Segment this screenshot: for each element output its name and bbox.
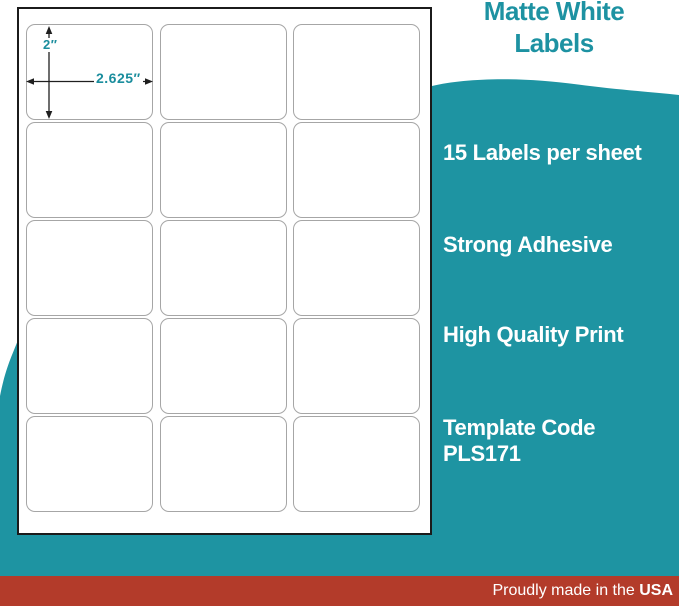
product-title: Matte White Labels — [483, 0, 625, 58]
feature-strong-adhesive: Strong Adhesive — [443, 232, 613, 257]
label-cell — [159, 122, 287, 218]
footer-country: USA — [639, 582, 673, 599]
label-cell — [293, 122, 420, 218]
label-cell — [26, 122, 153, 218]
teal-right-panel — [432, 79, 679, 606]
label-cell — [293, 24, 420, 120]
arrowhead-down-icon — [45, 111, 53, 119]
made-in-usa-banner: Proudly made in the USA — [0, 576, 679, 606]
label-width-dimension: 2.625″ — [94, 70, 143, 87]
teal-corner-blob — [0, 337, 19, 548]
feature-high-quality-print: High Quality Print — [443, 322, 624, 347]
teal-bottom-band — [0, 534, 679, 576]
label-cell — [293, 416, 420, 512]
arrowhead-up-icon — [45, 26, 53, 34]
label-cell — [159, 220, 287, 316]
label-cell — [159, 318, 287, 414]
label-cell — [159, 24, 287, 120]
label-cell — [26, 318, 153, 414]
arrowhead-right-icon — [145, 78, 153, 85]
label-height-dimension: 2″ — [41, 37, 60, 53]
label-cell — [26, 416, 153, 512]
label-cell — [159, 416, 287, 512]
label-cell — [26, 220, 153, 316]
arrowhead-left-icon — [26, 78, 34, 85]
label-cell — [293, 318, 420, 414]
footer-text: Proudly made in the — [492, 582, 640, 599]
feature-labels-per-sheet: 15 Labels per sheet — [443, 140, 642, 165]
feature-template-code: Template Code PLS171 — [443, 415, 596, 466]
label-cell — [293, 220, 420, 316]
